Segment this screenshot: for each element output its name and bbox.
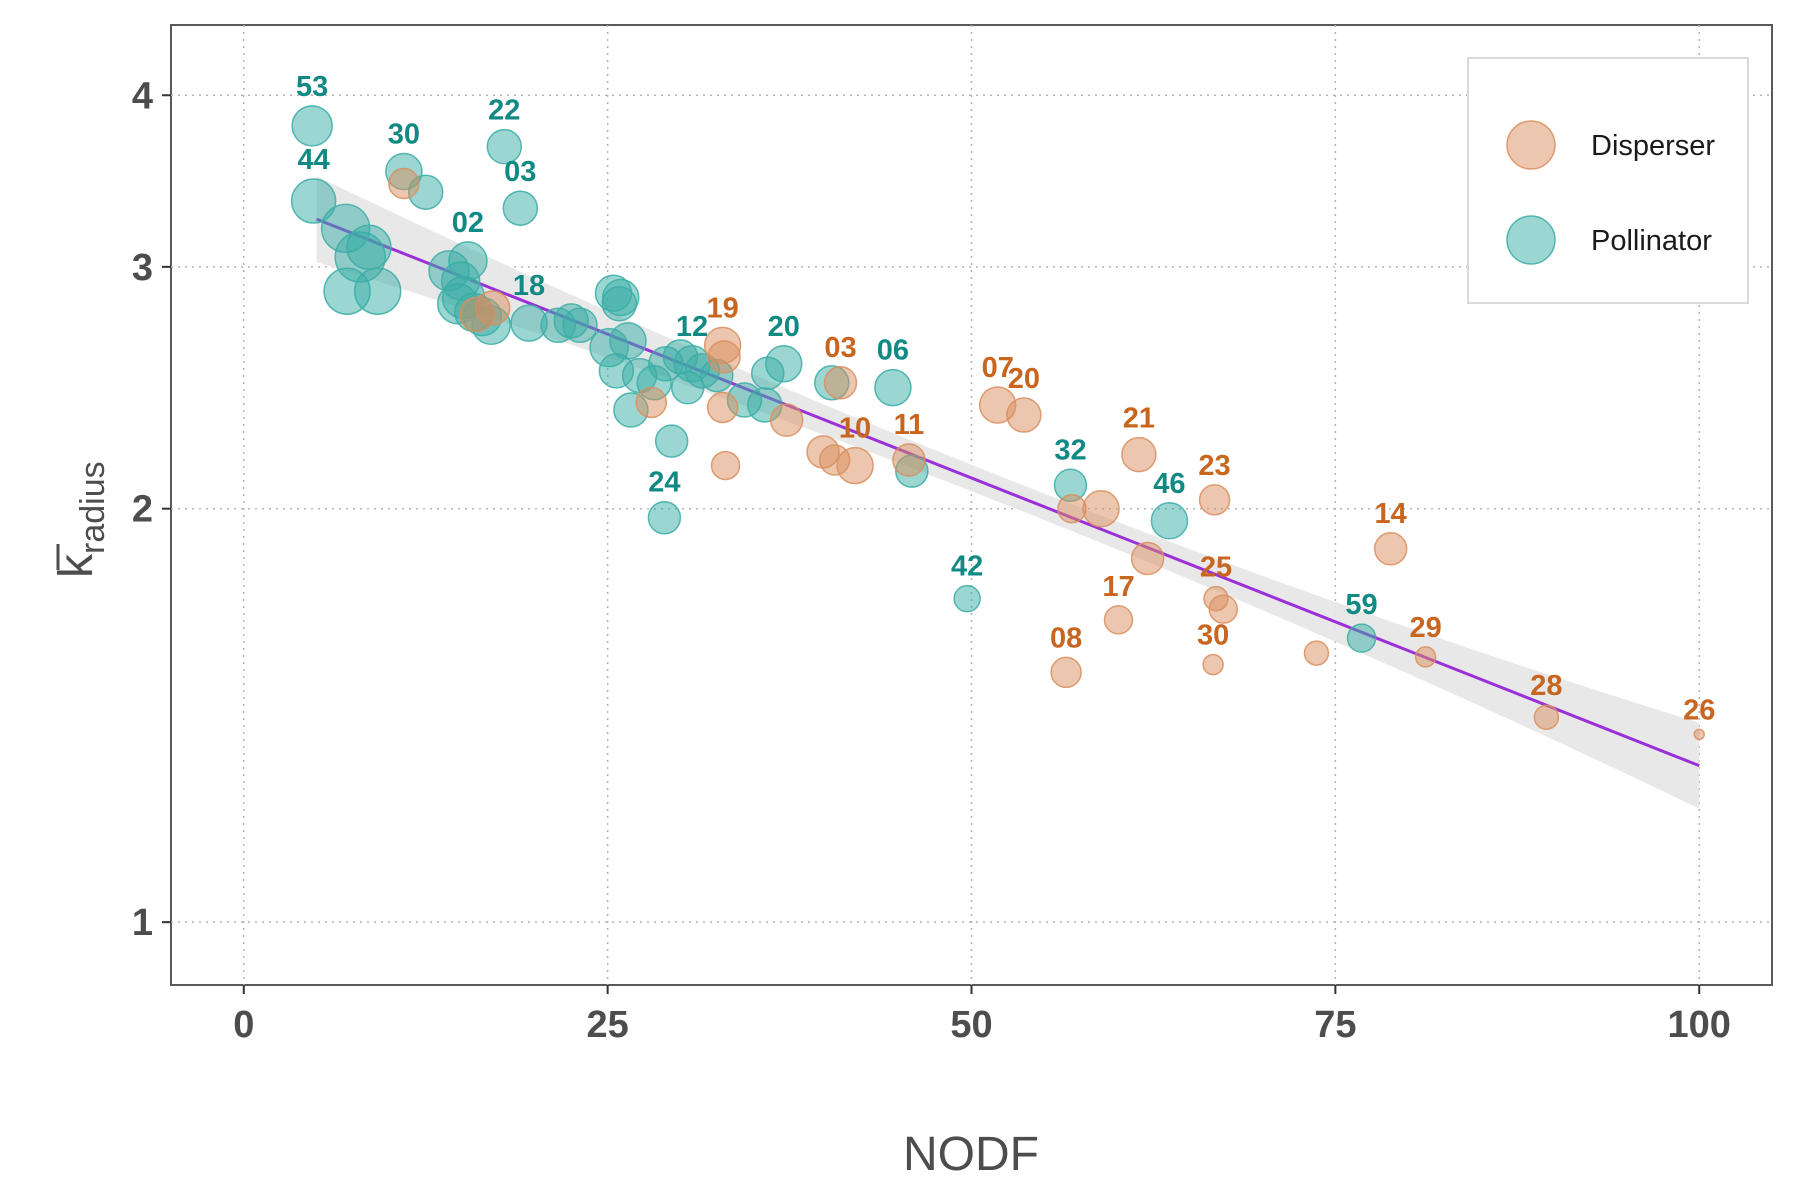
data-point-disperser [769, 403, 804, 437]
point-label: 20 [768, 311, 800, 343]
legend: Disperser Pollinator [1467, 57, 1749, 304]
point-label: 03 [824, 332, 856, 364]
point-label: 20 [1008, 363, 1040, 395]
legend-key-pollinator [1506, 215, 1556, 265]
point-label: 10 [839, 413, 871, 445]
point-label: 03 [504, 156, 536, 188]
y-tick-label: 3 [132, 247, 153, 289]
x-axis-title: NODF [903, 1128, 1039, 1181]
data-point-disperser [1050, 656, 1082, 689]
y-axis-title: kradius [50, 461, 112, 578]
data-point-pollinator [1346, 623, 1377, 653]
y-axis-title-sub: radius [74, 461, 112, 554]
point-label: 24 [648, 467, 680, 499]
y-axis: 1 2 3 4 [132, 75, 171, 944]
data-point-disperser [818, 444, 851, 476]
point-label: 18 [513, 270, 545, 302]
data-point-pollinator [290, 178, 337, 224]
point-label: 02 [452, 207, 484, 239]
point-label: 22 [488, 95, 520, 127]
data-point-disperser [823, 366, 858, 400]
data-point-disperser [1082, 489, 1120, 528]
data-point-disperser [1303, 640, 1330, 666]
data-point-pollinator [953, 584, 981, 613]
point-label: 59 [1345, 589, 1377, 621]
svg-text:kradius: kradius [50, 461, 112, 578]
data-point-pollinator [346, 224, 392, 271]
data-point-disperser [706, 391, 739, 424]
x-tick-label: 75 [1314, 1004, 1356, 1046]
y-tick-label: 2 [132, 489, 153, 531]
x-tick-label: 0 [233, 1004, 254, 1046]
point-label: 53 [296, 71, 328, 103]
data-point-disperser [1208, 594, 1239, 624]
data-point-pollinator [1150, 502, 1189, 540]
legend-key-disperser [1506, 120, 1556, 170]
point-label: 17 [1102, 571, 1134, 603]
data-point-disperser [710, 450, 741, 481]
data-point-pollinator [874, 368, 912, 407]
data-point-disperser [635, 386, 668, 419]
point-label: 42 [951, 551, 983, 583]
point-label: 30 [388, 119, 420, 151]
point-label: 25 [1200, 552, 1232, 584]
data-point-disperser [1693, 728, 1705, 741]
point-label: 44 [298, 144, 330, 176]
data-point-disperser [1057, 493, 1087, 524]
point-label: 26 [1683, 694, 1715, 726]
point-label: 28 [1530, 670, 1562, 702]
data-point-disperser [1006, 397, 1042, 433]
data-point-disperser [1373, 532, 1408, 566]
data-point-disperser [1533, 704, 1560, 730]
point-label: 07 [982, 352, 1014, 384]
data-point-disperser [1103, 605, 1134, 635]
data-point-disperser [388, 167, 420, 200]
x-axis: 0 25 50 75 100 [233, 985, 1731, 1046]
point-label: 11 [894, 409, 925, 441]
data-point-pollinator [670, 370, 705, 405]
data-point-disperser [707, 340, 741, 374]
point-label: 23 [1198, 450, 1230, 482]
trend-line [315, 217, 1700, 768]
point-label: 21 [1123, 403, 1155, 435]
data-point-pollinator [647, 500, 682, 535]
point-label: 19 [706, 292, 738, 324]
data-point-pollinator [562, 307, 598, 344]
data-point-pollinator [654, 424, 689, 458]
point-label: 46 [1153, 468, 1185, 500]
data-point-disperser [1414, 646, 1437, 668]
data-point-pollinator [750, 356, 785, 390]
trend-line-path [315, 217, 1700, 768]
point-label: 32 [1054, 434, 1086, 466]
y-axis-title-main: k [50, 553, 103, 578]
x-tick-label: 50 [950, 1004, 992, 1046]
point-label: 12 [676, 311, 708, 343]
data-point-disperser [1198, 484, 1231, 516]
data-point-pollinator [486, 128, 523, 165]
point-label: 29 [1409, 612, 1441, 644]
legend-box [1467, 57, 1749, 304]
data-point-pollinator [601, 286, 638, 322]
point-label: 30 [1197, 620, 1229, 652]
data-point-disperser [1130, 541, 1165, 576]
point-label: 14 [1375, 498, 1407, 530]
data-point-pollinator [353, 267, 402, 315]
legend-label-disperser: Disperser [1591, 130, 1715, 162]
data-point-pollinator [291, 105, 333, 147]
data-point-pollinator [502, 190, 539, 226]
x-tick-label: 25 [586, 1004, 628, 1046]
data-point-disperser [892, 443, 926, 477]
legend-label-pollinator: Pollinator [1591, 225, 1712, 257]
y-tick-label: 1 [132, 902, 153, 944]
x-tick-label: 100 [1668, 1004, 1731, 1046]
point-label: 08 [1050, 622, 1082, 654]
data-point-disperser [1121, 436, 1157, 473]
data-points [290, 105, 1705, 741]
y-tick-label: 4 [132, 75, 153, 117]
data-point-disperser [458, 296, 495, 333]
data-point-disperser [1202, 653, 1224, 676]
point-label: 06 [877, 335, 909, 367]
